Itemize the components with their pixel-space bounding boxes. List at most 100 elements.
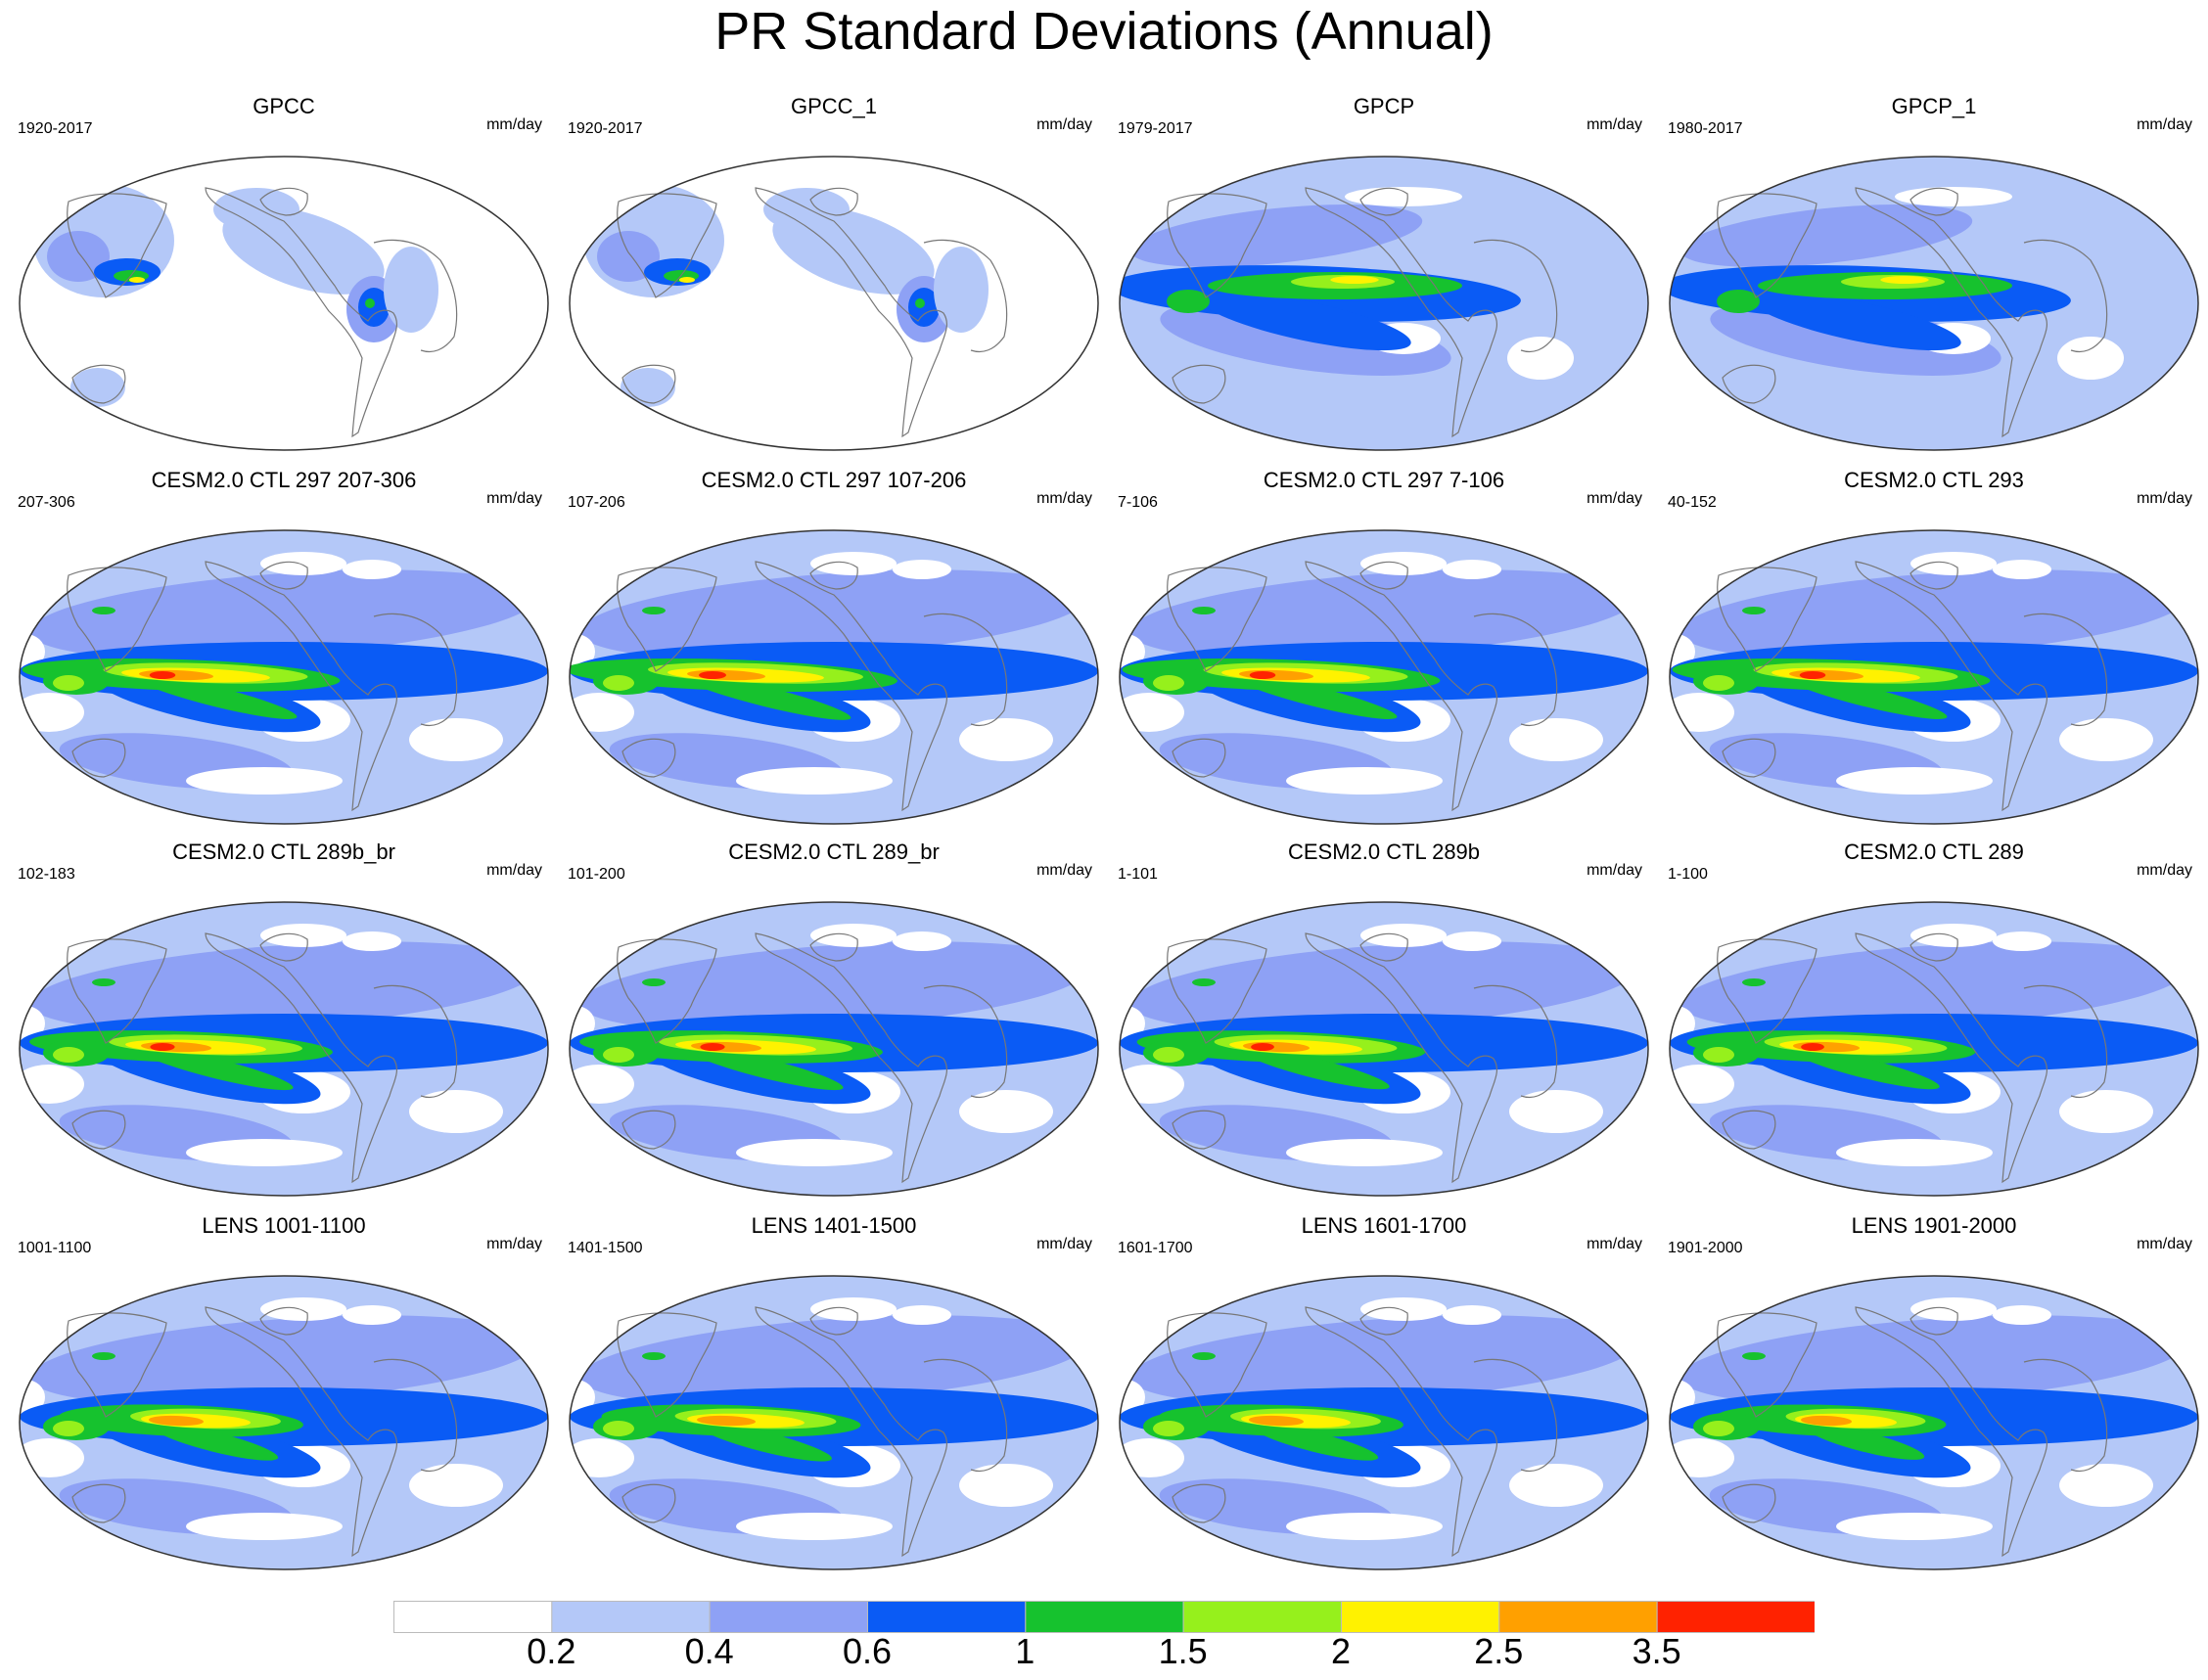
north-pacific-band: [1679, 941, 2188, 1031]
map-plot: [19, 156, 549, 451]
white-patch: [570, 693, 634, 732]
map-border: [1669, 156, 2199, 451]
map-plot: [1669, 1275, 2199, 1570]
colorbar-box: [866, 1601, 1027, 1633]
coastline: [1722, 1483, 1776, 1523]
coastline: [1717, 193, 1817, 298]
itcz-red: [700, 1043, 725, 1051]
panel-title: CESM2.0 CTL 297 7-106: [1263, 468, 1505, 492]
white-patch: [1670, 634, 1695, 669]
map-panel: LENS 1601-1700 1601-1700 mm/day: [1110, 1213, 1658, 1585]
coastline: [621, 1483, 676, 1523]
australia-land-field: [621, 368, 675, 407]
indian-ocean-core: [53, 675, 84, 691]
white-patch: [260, 1297, 346, 1321]
indian-ocean-core: [1153, 675, 1184, 691]
panel-period-label: 1001-1100: [18, 1240, 92, 1256]
coastline: [621, 738, 676, 778]
itcz-red: [1249, 671, 1276, 679]
asia-land-field: [597, 231, 660, 282]
coastline: [1909, 1306, 1958, 1336]
indian-ocean-core: [53, 1421, 84, 1436]
white-patch: [810, 552, 897, 575]
coastline: [1359, 561, 1408, 590]
map-panel: GPCP 1979-2017 mm/day: [1110, 94, 1658, 466]
map-border: [1119, 156, 1649, 451]
coastline: [1305, 561, 1497, 812]
colorbar-box: [551, 1601, 711, 1633]
white-patch: [2059, 1464, 2153, 1507]
south-america-land-field: [358, 288, 390, 327]
coastline: [1167, 938, 1267, 1044]
white-patch: [186, 1513, 343, 1540]
coastline: [259, 561, 308, 590]
colorbar-tick-label: 1.5: [1158, 1631, 1208, 1671]
spcz-green: [679, 673, 851, 720]
figure-title: PR Standard Deviations (Annual): [714, 2, 1494, 61]
white-patch: [1509, 1464, 1603, 1507]
map-panel: CESM2.0 CTL 289_br 101-200 mm/day: [560, 840, 1108, 1211]
white-patch: [1120, 693, 1184, 732]
panel-period-label: 1601-1700: [1118, 1240, 1193, 1256]
coastline: [1722, 1110, 1776, 1150]
coastline: [2023, 239, 2108, 353]
coastline: [1855, 561, 2047, 812]
panel-units-label: mm/day: [1036, 1236, 1092, 1252]
north-pacific-band: [579, 569, 1088, 659]
plateau-patch: [642, 607, 666, 614]
white-patch: [1910, 1297, 1997, 1321]
coastline: [1473, 1358, 1558, 1473]
white-patch: [1993, 931, 2051, 951]
white-patch: [1993, 1305, 2051, 1325]
coastline: [923, 613, 1008, 727]
spcz-band: [1200, 291, 1411, 351]
spcz-green: [1241, 1047, 1390, 1090]
coastline: [1909, 561, 1958, 590]
coastline: [755, 932, 947, 1184]
coastline: [1473, 239, 1558, 353]
coastline: [755, 1306, 947, 1558]
north-pacific-band: [1129, 1315, 1638, 1405]
coastline: [1359, 187, 1408, 216]
indian-ocean-core: [1703, 1047, 1734, 1063]
asia-land-field: [47, 231, 110, 282]
coastline: [1909, 932, 1958, 962]
map-border: [1119, 1275, 1649, 1570]
spcz-green: [1806, 1425, 1925, 1460]
coastline: [1305, 1306, 1497, 1558]
white-patch: [959, 718, 1053, 761]
indian-ocean-core: [1167, 290, 1210, 313]
spcz-green: [137, 1046, 294, 1091]
spcz-green: [1791, 1047, 1940, 1090]
map-border: [19, 156, 549, 451]
panel-title: GPCP_1: [1891, 94, 1977, 118]
white-patch: [186, 1139, 343, 1166]
white-patch: [1120, 1438, 1184, 1477]
map-plot: [1119, 1275, 1649, 1570]
coastline: [373, 239, 458, 353]
panel-units-label: mm/day: [2137, 1236, 2192, 1252]
map-border: [569, 1275, 1099, 1570]
map-plot: [569, 901, 1099, 1197]
plateau-patch: [642, 978, 666, 986]
white-patch: [570, 1006, 595, 1041]
white-patch: [409, 718, 503, 761]
coastline: [1909, 187, 1958, 216]
colorbar-tick-label: 0.6: [842, 1631, 893, 1671]
panel-period-label: 207-306: [18, 494, 75, 511]
north-pacific-band: [1129, 204, 1423, 267]
white-patch: [2057, 337, 2124, 380]
indian-ocean-core: [1717, 290, 1760, 313]
coastline: [617, 567, 717, 672]
panel-period-label: 1901-2000: [1668, 1240, 1743, 1256]
map-plot: [569, 529, 1099, 825]
coastline: [617, 193, 717, 298]
white-patch: [343, 931, 401, 951]
coastline: [71, 1483, 126, 1523]
map-panel: CESM2.0 CTL 297 7-106 7-106 mm/day: [1110, 468, 1658, 840]
panel-units-label: mm/day: [486, 1236, 542, 1252]
map-border: [1119, 901, 1649, 1197]
panel-period-label: 1920-2017: [18, 120, 93, 137]
north-pacific-band: [579, 1315, 1088, 1405]
panel-units-label: mm/day: [2137, 862, 2192, 879]
